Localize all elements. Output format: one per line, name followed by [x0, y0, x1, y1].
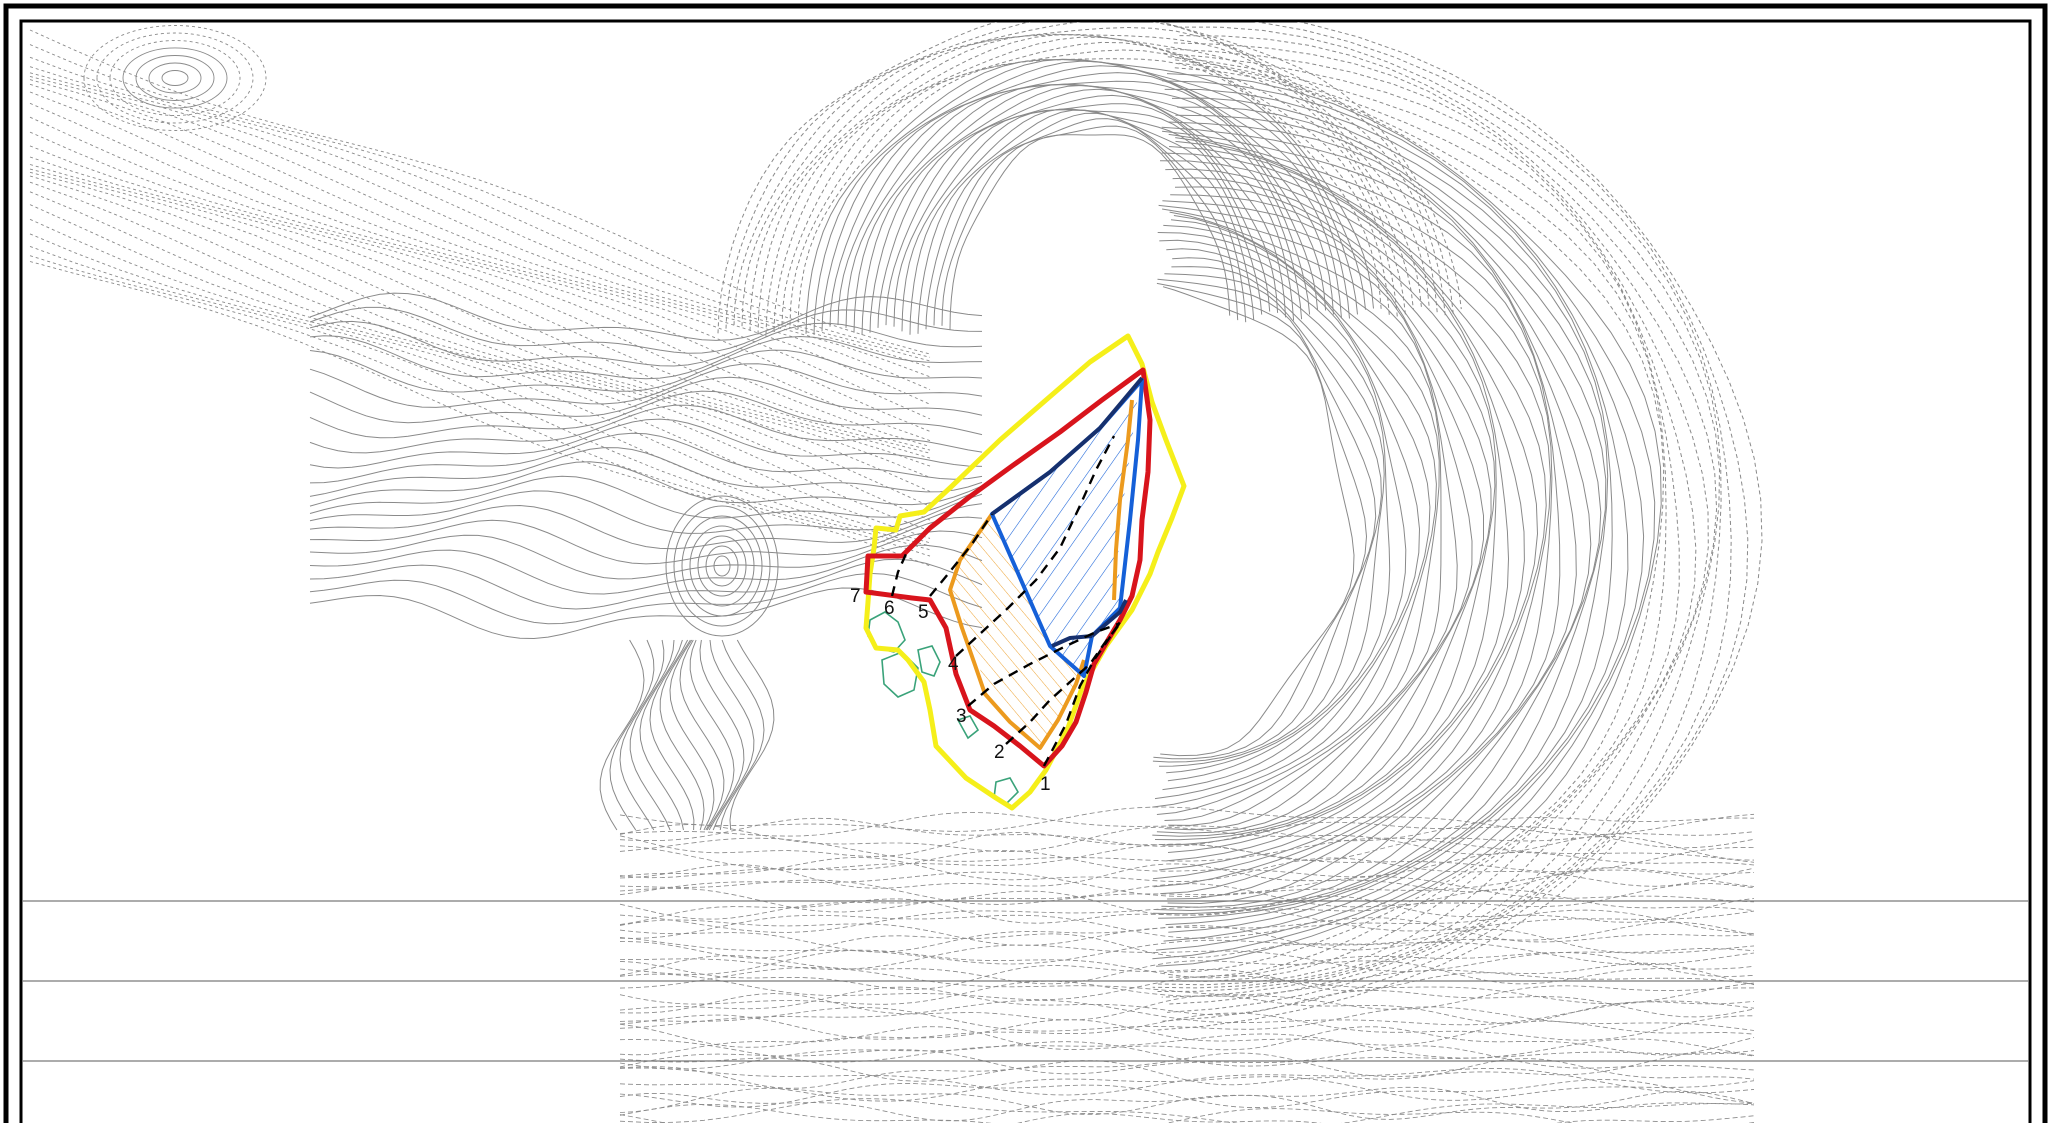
section-label-5: 5: [918, 602, 929, 623]
cross-section-lines: [890, 435, 1121, 767]
outer-frame: [3, 3, 2048, 1123]
section-label-4: 4: [948, 654, 959, 675]
section-label-1: 1: [1040, 774, 1051, 795]
title-block-lines: [22, 900, 2029, 1062]
blue-hatch-area: [992, 380, 1140, 672]
inner-frame: [19, 19, 2032, 1123]
section-label-6: 6: [884, 598, 895, 619]
section-line-1: [1042, 621, 1121, 767]
yellow-boundary: [863, 333, 1187, 811]
section-label-3: 3: [956, 706, 967, 727]
contour-lines: [29, 22, 1763, 1123]
section-line-6: [890, 553, 908, 597]
section-line-2: [1005, 625, 1119, 745]
section-label-7: 7: [850, 586, 861, 607]
red-boundary: [863, 367, 1153, 769]
section-line-4: [955, 435, 1116, 657]
section-label-2: 2: [994, 742, 1005, 763]
orange-boundary: [948, 399, 1134, 750]
